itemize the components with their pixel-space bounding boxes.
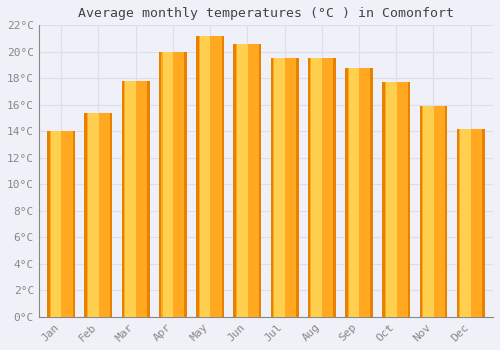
- Bar: [237, 44, 248, 317]
- Bar: [234, 44, 262, 317]
- Bar: [270, 58, 298, 317]
- Bar: [50, 131, 72, 317]
- Bar: [308, 58, 336, 317]
- Bar: [460, 129, 482, 317]
- Bar: [47, 131, 75, 317]
- Bar: [236, 44, 259, 317]
- Bar: [348, 68, 360, 317]
- Bar: [348, 68, 370, 317]
- Bar: [420, 106, 448, 317]
- Bar: [457, 129, 484, 317]
- Bar: [159, 52, 187, 317]
- Bar: [274, 58, 285, 317]
- Bar: [124, 81, 147, 317]
- Bar: [273, 58, 296, 317]
- Bar: [310, 58, 333, 317]
- Title: Average monthly temperatures (°C ) in Comonfort: Average monthly temperatures (°C ) in Co…: [78, 7, 454, 20]
- Bar: [84, 113, 112, 317]
- Bar: [460, 129, 471, 317]
- Bar: [51, 131, 62, 317]
- Bar: [200, 36, 210, 317]
- Bar: [345, 68, 373, 317]
- Bar: [198, 36, 222, 317]
- Bar: [382, 82, 410, 317]
- Bar: [162, 52, 173, 317]
- Bar: [126, 81, 136, 317]
- Bar: [386, 82, 396, 317]
- Bar: [88, 113, 99, 317]
- Bar: [162, 52, 184, 317]
- Bar: [385, 82, 407, 317]
- Bar: [196, 36, 224, 317]
- Bar: [87, 113, 110, 317]
- Bar: [422, 106, 445, 317]
- Bar: [423, 106, 434, 317]
- Bar: [122, 81, 150, 317]
- Bar: [312, 58, 322, 317]
